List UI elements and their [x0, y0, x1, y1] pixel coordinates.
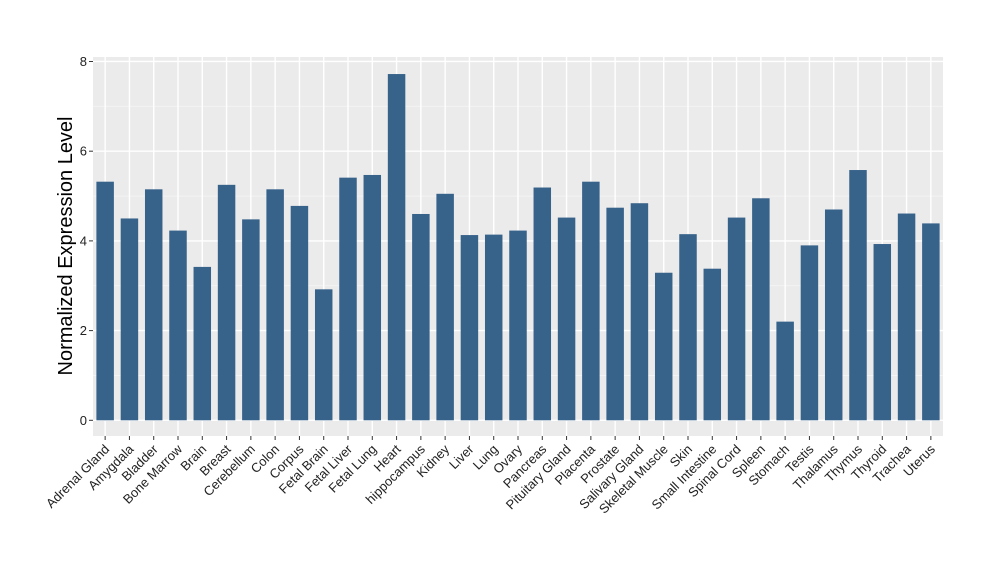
bar	[193, 266, 212, 421]
bar	[776, 321, 794, 421]
bar	[339, 177, 357, 421]
bar	[533, 187, 552, 421]
bar	[679, 234, 697, 421]
x-tick-label: Liver	[446, 441, 477, 472]
bar	[266, 189, 284, 421]
bar	[606, 207, 624, 421]
bar	[120, 218, 139, 421]
bar	[509, 230, 527, 421]
bar	[242, 219, 260, 421]
bar	[217, 184, 236, 421]
y-tick-label: 4	[80, 233, 87, 248]
bar	[484, 234, 503, 421]
bar	[582, 181, 600, 421]
bar	[752, 198, 770, 421]
y-tick-label: 2	[80, 323, 87, 338]
bar	[144, 189, 163, 421]
bar	[654, 272, 673, 421]
bar	[727, 217, 746, 421]
bar	[824, 209, 843, 421]
y-axis: 0 2 4 6 8	[80, 54, 93, 428]
bar	[557, 217, 576, 421]
bar	[873, 244, 892, 421]
y-tick-label: 6	[80, 144, 87, 159]
bar	[363, 174, 382, 421]
bar	[922, 223, 940, 421]
y-axis-title: Normalized Expression Level	[55, 116, 77, 375]
bars	[96, 74, 940, 421]
bar	[849, 170, 867, 421]
bar	[290, 205, 309, 421]
y-tick-label: 0	[80, 413, 87, 428]
bar	[387, 74, 406, 421]
bar	[314, 289, 333, 421]
bar	[800, 245, 819, 421]
bar	[630, 203, 649, 421]
bar	[96, 181, 114, 421]
bar	[897, 213, 916, 421]
y-tick-label: 8	[80, 54, 87, 69]
bar	[460, 235, 479, 421]
bar	[436, 193, 454, 421]
bar	[412, 213, 430, 421]
bar	[169, 230, 187, 421]
bar	[703, 268, 722, 421]
